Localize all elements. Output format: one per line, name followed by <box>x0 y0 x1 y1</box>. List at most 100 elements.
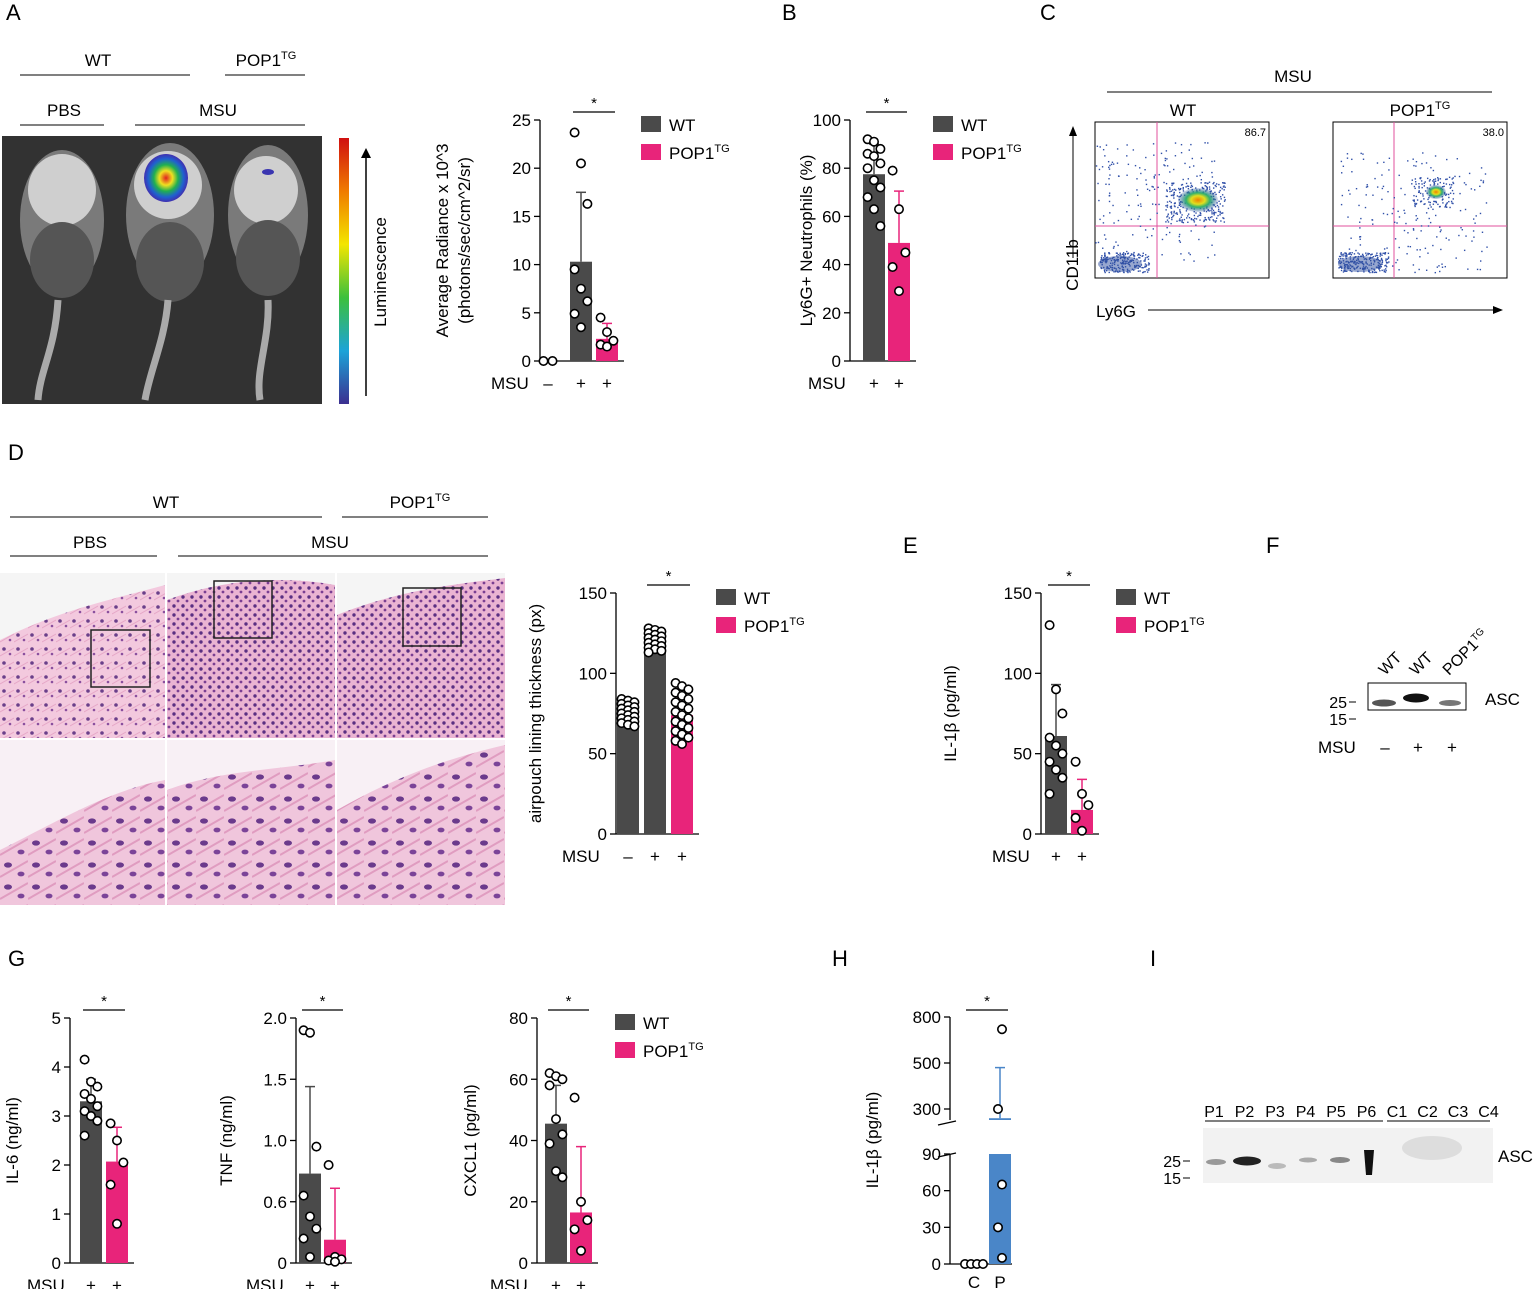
flow-event-dot <box>1199 219 1201 221</box>
y-tick-label: 0 <box>522 352 531 371</box>
flow-event-dot <box>1100 267 1103 270</box>
chart-a: 0 5 10 15 20 25 Average Radiance x 10^3 (photon… <box>433 95 730 393</box>
flow-event-dot <box>1207 142 1209 144</box>
data-point <box>311 1141 322 1152</box>
msu-row-label: MSU <box>246 1276 284 1289</box>
flow-event-dot <box>1223 185 1225 187</box>
flow-event-dot <box>1369 271 1371 274</box>
flow-event-dot <box>1415 215 1417 217</box>
data-point <box>547 355 558 366</box>
msu-sign: + <box>551 1276 561 1289</box>
flow-event-dot <box>1381 187 1384 190</box>
chart-g2: 0 0.6 1.0 1.5 2.0 TNF (ng/ml) + + MSU * <box>217 993 352 1289</box>
legend-swatch-pop <box>933 144 953 160</box>
flow-event-dot <box>1178 233 1181 236</box>
flow-event-dot <box>1220 220 1222 222</box>
flow-event-dot <box>1201 171 1203 174</box>
flow-event-dot <box>1425 269 1428 271</box>
flow-event-dot <box>1214 221 1217 223</box>
flow-event-dot <box>1419 256 1421 258</box>
legend-label-wt: WT <box>643 1014 669 1033</box>
flow-event-dot <box>1174 142 1177 144</box>
flow-event-dot <box>1360 152 1362 155</box>
significance-star: * <box>884 95 890 112</box>
flow-event-dot <box>1414 271 1416 274</box>
flow-event-dot <box>1146 271 1149 273</box>
flow-event-dot <box>1484 173 1487 175</box>
flow-event-dot <box>1384 271 1387 273</box>
flow-event-dot <box>1154 203 1157 206</box>
flow-event-dot <box>1181 220 1183 222</box>
flow-event-dot <box>1161 254 1163 256</box>
flow-event-dot <box>1384 253 1386 255</box>
flow-event-dot <box>1442 198 1444 200</box>
flow-event-dot <box>1437 178 1440 180</box>
flow-event-dot <box>1366 185 1369 188</box>
flow-event-dot <box>1387 252 1390 255</box>
flow-event-dot <box>1182 221 1185 224</box>
bar <box>617 710 639 834</box>
f-band <box>1372 699 1396 707</box>
flow-event-dot <box>1224 182 1226 185</box>
flow-event-dot <box>1482 180 1485 182</box>
flow-event-dot <box>1445 237 1447 239</box>
flow-event-dot <box>1370 253 1372 256</box>
f-lane-label: WT <box>1376 649 1406 679</box>
flow-event-dot <box>1182 188 1184 190</box>
a-wt-header: WT <box>85 51 111 70</box>
i-lane-label: C1 <box>1387 1104 1408 1121</box>
flow-event-dot <box>1373 269 1376 271</box>
i-asc-label: ASC <box>1498 1147 1533 1166</box>
msu-row-label: MSU <box>808 374 846 393</box>
flow-event-dot <box>1208 218 1210 220</box>
flow-event-dot <box>1428 217 1430 220</box>
flow-event-dot <box>1443 182 1445 185</box>
y-tick-label: 5 <box>52 1009 61 1028</box>
flow-event-dot <box>1220 198 1222 200</box>
flow-event-dot <box>1420 177 1422 179</box>
flow-event-dot <box>1452 192 1455 195</box>
flow-event-dot <box>1415 160 1418 163</box>
flow-event-dot <box>1130 218 1133 221</box>
flow-event-dot <box>1170 222 1172 225</box>
flow-event-dot <box>1451 202 1453 204</box>
flow-event-dot <box>1116 252 1118 254</box>
flow-event-dot <box>1444 265 1446 268</box>
flow-event-dot <box>1471 240 1473 242</box>
flow-event-dot <box>1364 206 1367 209</box>
flow-event-dot <box>1340 203 1343 206</box>
flow-event-dot <box>1388 261 1390 263</box>
flow-event-dot <box>1141 255 1143 257</box>
flow-event-dot <box>1165 209 1167 211</box>
flow-event-dot <box>1213 211 1215 213</box>
flow-event-dot <box>1415 165 1417 167</box>
flow-event-dot <box>1136 178 1138 180</box>
a-msu-label: MSU <box>199 101 237 120</box>
flow-event-dot <box>1168 231 1171 234</box>
flow-event-dot <box>1108 271 1110 274</box>
flow-event-dot <box>1116 255 1118 257</box>
flow-event-dot <box>1208 188 1211 190</box>
flow-event-dot <box>1146 264 1148 266</box>
data-point <box>575 322 586 333</box>
flow-event-dot <box>1172 168 1175 171</box>
flow-event-dot <box>1449 187 1452 189</box>
flow-event-dot <box>1391 265 1394 267</box>
flow-event-dot <box>1137 218 1139 220</box>
flow-event-dot <box>1165 150 1168 152</box>
flow-event-dot <box>1464 208 1467 211</box>
flow-event-dot <box>1186 215 1189 217</box>
i-lane-label: C3 <box>1448 1104 1469 1121</box>
flow-event-dot <box>1435 201 1438 204</box>
flow-event-dot <box>1433 182 1435 184</box>
y-tick-label: 50 <box>1013 745 1032 764</box>
flow-event-dot <box>1375 254 1378 256</box>
flow-event-dot <box>1458 234 1460 237</box>
flow-event-dot <box>1441 263 1443 265</box>
flow-event-dot <box>1365 254 1368 256</box>
flow-event-dot <box>1163 181 1165 184</box>
flow-event-dot <box>1189 253 1191 256</box>
flow-event-dot <box>1359 238 1361 240</box>
data-point <box>582 198 593 209</box>
f-msu-sign: + <box>1447 738 1457 757</box>
